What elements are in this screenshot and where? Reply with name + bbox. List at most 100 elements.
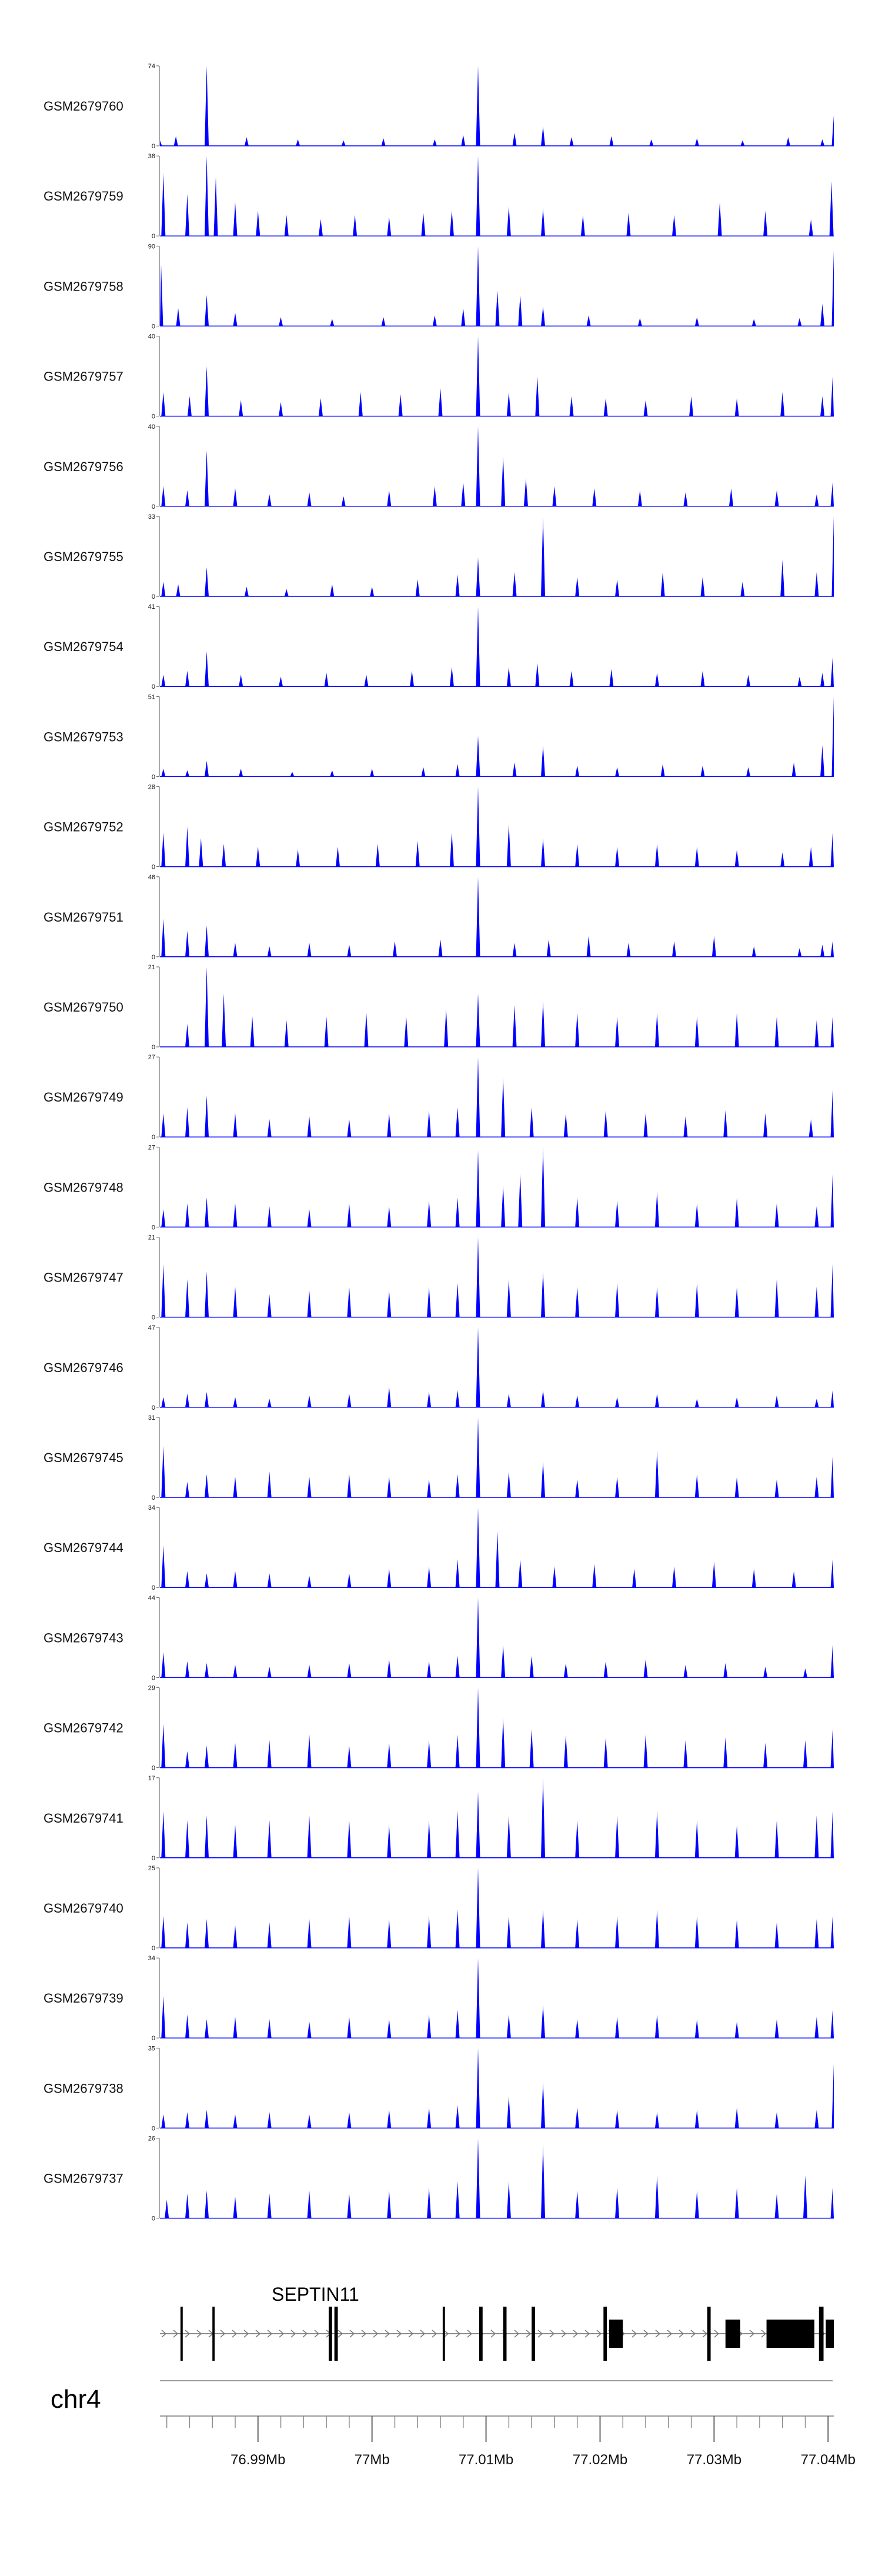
coverage-peak [563,1734,568,1768]
coverage-peak [814,1476,819,1497]
coverage-peak [694,2110,699,2128]
coverage-peak [654,1393,659,1407]
coverage-peak [546,939,551,957]
coverage-peak [381,138,386,146]
coverage-peak [347,1393,352,1407]
coverage-peak [455,2105,460,2128]
coverage-peak [541,126,546,146]
coverage-peak [763,1666,768,1678]
coverage-peak [814,572,819,596]
coverage-peak [461,482,466,506]
track-label: GSM2679747 [44,1270,123,1285]
coverage-peak [205,1271,209,1317]
coverage-peak [541,1390,546,1407]
coverage-peak [427,1200,432,1227]
coverage-peak [791,762,796,777]
coverage-peak [506,2181,511,2218]
track-label: GSM2679742 [44,1721,123,1736]
coverage-peak [205,1474,209,1497]
coverage-peak [161,582,166,596]
gene-exon [328,2307,332,2361]
coverage-peak [830,1263,834,1317]
track-label: GSM2679756 [44,459,123,474]
coverage-peak [387,2019,392,2038]
coverage-peak [205,366,209,416]
coverage-peak [290,772,295,777]
coverage-peak [387,1659,392,1678]
coverage-peak [387,1113,392,1137]
coverage-peak [763,211,768,236]
coverage-peak [575,1395,580,1407]
coverage-peak [461,135,466,146]
coverage-peak [307,492,312,506]
coverage-peak [432,315,437,326]
coverage-peak [267,946,272,957]
coverage-peak [267,494,272,506]
coverage-peak [501,456,506,506]
coverage-peak [284,1020,289,1047]
coverage-peak [335,846,340,867]
coverage-peak [455,764,460,777]
coverage-peak [161,392,166,416]
coverage-peak [284,215,289,236]
axis-tick-label: 77.04Mb [801,2452,856,2468]
y-max-label: 21 [148,1234,155,1242]
coverage-peak [185,1393,190,1407]
coverage-peak [830,1173,834,1227]
coverage-peak [387,1824,392,1858]
y-max-label: 74 [148,63,155,70]
coverage-peak [330,319,335,326]
coverage-peak [615,1476,620,1497]
coverage-peak [592,1564,597,1588]
coverage-peak [541,745,546,777]
coverage-peak [205,2019,209,2038]
coverage-peak [830,1559,834,1588]
track-label: GSM2679737 [44,2171,123,2186]
coverage-peak [387,1476,392,1497]
coverage-peak [506,1393,511,1407]
coverage-peak [786,137,790,146]
coverage-peak [512,762,517,777]
coverage-peak [649,139,654,146]
coverage-peak [734,1476,739,1497]
coverage-peak [830,2010,834,2038]
coverage-peak [244,137,249,146]
coverage-peak [689,396,694,416]
coverage-peak [518,1173,523,1227]
coverage-peak [541,1147,546,1227]
strand-chevron [420,2330,426,2338]
strand-chevron [432,2330,437,2338]
coverage-peak [575,843,580,867]
coverage-peak [279,402,283,416]
y-zero-label: 0 [152,683,155,690]
coverage-peak [161,1652,166,1678]
coverage-peak [751,946,756,957]
coverage-peak [501,1718,506,1768]
coverage-peak [694,846,699,867]
coverage-peak [615,579,620,596]
coverage-peak [427,1740,432,1768]
coverage-peak [185,930,190,957]
coverage-peak [233,1664,238,1678]
coverage-peak [615,2187,620,2218]
track-label: GSM2679743 [44,1630,123,1645]
coverage-peak [654,1810,659,1858]
coverage-peak [476,786,480,867]
coverage-peak [476,66,480,146]
coverage-peak [683,1740,688,1768]
strand-chevron [255,2330,261,2338]
axis-minor-ticks [166,2416,829,2428]
coverage-peak [615,1916,620,1948]
track-GSM2679753: GSM2679753 51 0 [44,693,834,780]
coverage-peak [185,826,190,867]
coverage-peak [476,1507,480,1588]
coverage-peak [455,2181,460,2218]
y-max-label: 26 [148,2135,155,2143]
coverage-peak [586,936,591,957]
coverage-peak [774,1820,779,1858]
coverage-peak [476,426,480,506]
coverage-peak [239,769,243,777]
gene-exon [766,2320,815,2348]
strand-chevron [761,2330,767,2338]
axis-tick-label: 77.01Mb [459,2452,513,2468]
